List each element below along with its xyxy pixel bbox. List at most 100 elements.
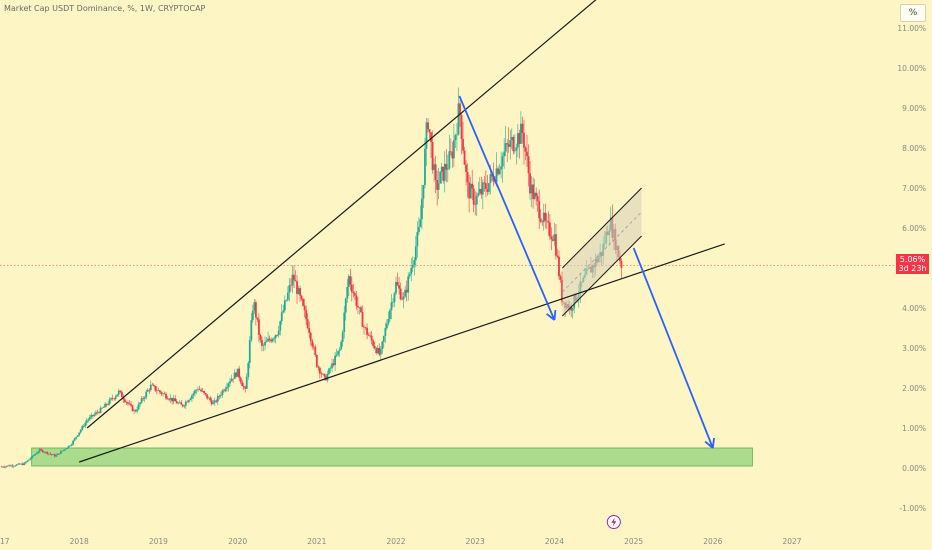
x-tick-label: 2018 <box>70 537 89 546</box>
candle-body <box>134 410 137 412</box>
candle-body <box>532 184 535 199</box>
candle-body <box>224 388 227 392</box>
candle-body <box>462 138 464 151</box>
candle-body <box>552 239 554 241</box>
candle-body <box>395 281 397 294</box>
candle-body <box>151 384 154 386</box>
candle-body <box>159 390 161 393</box>
candle-body <box>181 404 184 407</box>
candle-body <box>328 368 330 374</box>
candle-body <box>375 348 378 353</box>
candle-body <box>297 288 300 295</box>
candle-body <box>437 183 440 190</box>
y-tick-label: 9.00% <box>902 104 926 113</box>
candle-body <box>186 401 189 403</box>
candle-body <box>101 407 103 409</box>
candle-body <box>192 393 195 396</box>
candle-body <box>376 347 379 353</box>
candle-body <box>58 453 61 455</box>
candle-body <box>309 332 312 341</box>
candle-body <box>419 219 422 228</box>
candle-body <box>296 281 298 295</box>
candle-body <box>463 150 466 165</box>
candle-body <box>527 156 530 174</box>
candle-body <box>299 288 301 296</box>
candle-body <box>165 394 167 399</box>
candle-body <box>318 367 321 374</box>
candle-body <box>506 143 509 145</box>
candle-body <box>52 454 55 455</box>
candle-body <box>23 462 26 465</box>
trendline-drawings <box>79 0 725 463</box>
candle-body <box>413 260 416 266</box>
candle-body <box>142 398 145 399</box>
candle-body <box>529 173 531 194</box>
candle-body <box>472 188 475 205</box>
lightning-icon[interactable] <box>606 515 621 529</box>
candle-body <box>122 397 125 400</box>
candle-body <box>38 449 41 452</box>
candle-body <box>300 295 303 300</box>
bar-countdown: 3d 23h <box>898 264 927 273</box>
candle-body <box>448 151 451 169</box>
y-tick-label: 1.00% <box>902 424 926 433</box>
candlestick-series <box>0 87 623 469</box>
candle-body <box>515 147 518 151</box>
candle-body <box>43 452 46 453</box>
candle-body <box>168 399 170 400</box>
candle-body <box>267 338 269 342</box>
percent-scale-button[interactable]: % <box>900 4 926 22</box>
candle-body <box>477 193 480 196</box>
candle-body <box>539 218 542 222</box>
candle-body <box>326 373 329 381</box>
drop-arrow-2-head <box>711 437 715 449</box>
y-tick-label: -1.00% <box>899 504 926 513</box>
candle-body <box>191 395 193 399</box>
candle-body <box>381 341 384 349</box>
candle-body <box>200 389 202 392</box>
drop-arrow-1-head <box>553 309 557 321</box>
candle-body <box>163 393 166 395</box>
candle-body <box>523 132 525 148</box>
candle-body <box>206 394 209 399</box>
candle-body <box>373 345 376 349</box>
x-tick-label: 2021 <box>307 537 326 546</box>
candle-body <box>389 310 391 320</box>
candle-body <box>329 368 332 369</box>
candle-body <box>430 132 432 143</box>
candle-body <box>98 412 100 413</box>
candle-body <box>431 142 434 171</box>
candle-body <box>497 168 499 175</box>
candle-body <box>347 276 350 288</box>
candle-body <box>474 204 477 206</box>
candle-body <box>352 292 355 294</box>
candle-body <box>17 463 20 465</box>
candle-body <box>571 307 574 311</box>
candle-body <box>116 394 119 397</box>
candle-body <box>337 350 340 355</box>
upper-trendline <box>86 0 597 429</box>
candle-body <box>99 407 102 413</box>
candle-body <box>245 376 248 389</box>
candle-body <box>203 391 206 393</box>
support-zone <box>31 447 753 467</box>
candle-body <box>544 212 547 221</box>
candle-body <box>265 341 268 343</box>
candle-body <box>171 397 174 402</box>
candle-body <box>285 299 288 301</box>
candle-body <box>322 373 324 375</box>
candle-body <box>223 390 225 392</box>
candle-body <box>280 312 283 322</box>
candle-body <box>136 409 138 412</box>
candle-body <box>290 285 292 286</box>
candle-body <box>238 368 241 378</box>
candle-body <box>37 451 39 454</box>
candle-body <box>218 396 221 397</box>
candle-body <box>303 305 306 311</box>
candle-body <box>207 397 210 399</box>
y-tick-label: 8.00% <box>902 144 926 153</box>
candle-body <box>160 392 163 394</box>
candle-body <box>148 389 151 391</box>
candle-body <box>90 415 93 417</box>
